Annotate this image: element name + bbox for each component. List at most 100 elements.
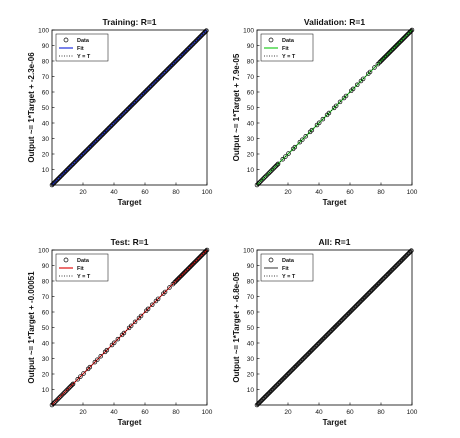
y-tick-label: 30 [42, 356, 50, 363]
identity-line [51, 29, 208, 186]
data-point [316, 120, 322, 126]
data-point [115, 336, 121, 342]
x-tick-label: 40 [315, 189, 323, 196]
panel-1: Training: R=1 Target Output ~= 1*Target + … [27, 17, 213, 207]
y-axis-label: Output ~= 1*Target + -6.8e-05 [232, 272, 241, 383]
y-tick-label: 50 [42, 325, 50, 332]
data-point [303, 134, 308, 139]
data-point [337, 99, 343, 105]
y-tick-label: 60 [247, 309, 255, 316]
y-tick-label: 90 [247, 263, 255, 270]
chart-title: Test: R=1 [111, 237, 149, 247]
data-point [408, 249, 413, 254]
data-point [70, 381, 76, 387]
data-point [53, 399, 58, 404]
data-points [49, 28, 209, 188]
data-point [69, 382, 75, 388]
y-tick-label: 80 [247, 278, 255, 285]
data-points [49, 247, 210, 408]
data-point [121, 330, 127, 336]
y-tick-label: 10 [42, 167, 50, 174]
x-tick-label: 100 [202, 189, 213, 196]
data-point [132, 319, 138, 325]
y-tick-label: 60 [42, 89, 50, 96]
data-point [62, 390, 67, 395]
x-tick-label: 60 [346, 409, 354, 416]
data-point [309, 127, 315, 133]
data-point [408, 28, 414, 34]
data-point [63, 389, 68, 394]
legend: Data Fit Y = T [55, 253, 109, 282]
chart-title: All: R=1 [319, 237, 351, 247]
y-tick-label: 60 [42, 309, 50, 316]
y-tick-label: 40 [42, 340, 50, 347]
data-point [145, 306, 151, 312]
y-tick-label: 70 [42, 294, 50, 301]
legend-label: Y = T [282, 274, 296, 280]
data-point [274, 162, 280, 168]
y-tick-label: 80 [42, 58, 50, 65]
data-point [167, 285, 172, 290]
y-tick-label: 30 [247, 356, 255, 363]
y-tick-label: 40 [42, 120, 50, 127]
y-tick-label: 10 [247, 167, 255, 174]
legend: Data Fit Y = T [260, 253, 314, 282]
x-tick-label: 60 [141, 189, 149, 196]
data-point [59, 392, 65, 398]
data-point [409, 27, 415, 33]
y-axis-label: Output ~= 1*Target + -0.00051 [27, 271, 36, 384]
y-tick-label: 20 [247, 151, 255, 158]
identity-line [51, 249, 208, 406]
data-point [204, 28, 209, 33]
data-point [360, 76, 366, 82]
data-points [254, 248, 414, 408]
x-tick-label: 40 [315, 409, 323, 416]
x-tick-label: 100 [202, 409, 213, 416]
data-point [333, 103, 339, 109]
legend-label: Fit [77, 266, 84, 272]
x-tick-label: 60 [141, 409, 149, 416]
data-point [203, 248, 209, 254]
legend-label: Y = T [77, 274, 91, 280]
data-point [54, 397, 60, 403]
legend-marker-data [268, 37, 274, 43]
y-tick-label: 50 [247, 325, 255, 332]
data-point [52, 400, 57, 405]
x-tick-label: 80 [377, 189, 385, 196]
y-tick-label: 100 [38, 27, 49, 34]
data-point [260, 176, 266, 182]
x-tick-label: 20 [284, 409, 292, 416]
panel-3: Test: R=1 Target Output ~= 1*Target + -0.0… [27, 237, 213, 427]
legend-marker-data [63, 37, 69, 43]
legend-label: Data [77, 38, 90, 44]
data-point [95, 357, 100, 362]
y-tick-label: 30 [247, 136, 255, 143]
x-tick-label: 80 [377, 409, 385, 416]
data-point [67, 385, 72, 390]
y-tick-label: 70 [247, 294, 255, 301]
y-tick-label: 100 [243, 247, 254, 254]
data-point [320, 116, 326, 122]
data-point [267, 170, 272, 175]
data-point [104, 347, 110, 353]
data-point [259, 177, 265, 183]
data-point [64, 387, 70, 393]
data-point [343, 93, 349, 99]
chart-title: Training: R=1 [102, 17, 156, 27]
data-point [258, 179, 263, 184]
data-point [297, 139, 303, 145]
data-point [57, 395, 62, 400]
data-point [204, 247, 210, 253]
data-point [286, 151, 291, 156]
legend-label: Fit [282, 46, 289, 52]
data-point [254, 182, 260, 188]
data-point [98, 354, 103, 359]
x-tick-label: 100 [407, 409, 418, 416]
data-point [128, 323, 134, 329]
data-point [58, 394, 63, 399]
legend-label: Data [282, 258, 295, 264]
legend: Data Fit Y = T [55, 33, 109, 62]
data-point [272, 165, 277, 170]
y-axis-label: Output ~= 1*Target + 7.9e-05 [232, 53, 241, 161]
x-tick-label: 80 [172, 189, 180, 196]
